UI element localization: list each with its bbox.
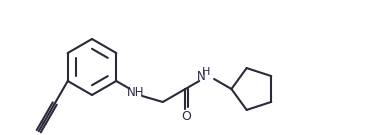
Text: N: N — [197, 70, 206, 84]
Text: O: O — [182, 109, 191, 122]
Text: H: H — [202, 67, 210, 77]
Text: NH: NH — [127, 85, 144, 99]
